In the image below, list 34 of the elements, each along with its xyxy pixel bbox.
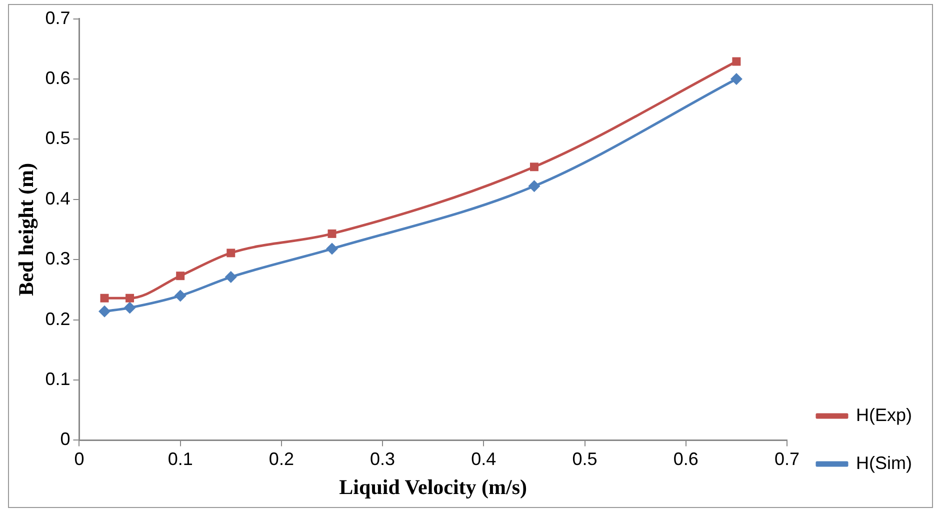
y-tick-label: 0.7	[45, 8, 70, 28]
x-tick-label: 0.6	[673, 448, 698, 469]
x-tick-label: 0.3	[370, 448, 396, 469]
x-tick-label: 0.4	[471, 448, 496, 469]
point	[328, 229, 336, 238]
y-tick-label: 0.1	[45, 368, 70, 389]
point	[528, 180, 540, 192]
x-axis-title: Liquid Velocity (m/s)	[339, 474, 528, 499]
x-tick-label: 0.5	[572, 448, 598, 469]
point	[176, 272, 185, 280]
point	[100, 294, 109, 302]
point	[224, 271, 237, 284]
point	[530, 162, 538, 172]
y-tick-label: 0	[60, 429, 70, 450]
y-tick-label: 0.4	[45, 188, 70, 208]
y-axis-title: Bed height (m)	[14, 163, 38, 296]
x-tick-label: 0.7	[774, 448, 800, 469]
point	[126, 294, 134, 302]
point	[732, 57, 741, 66]
legend-label: H(Exp)	[856, 404, 912, 425]
point	[174, 290, 186, 302]
point	[124, 302, 136, 314]
y-tick-label: 0.5	[45, 128, 70, 148]
point	[730, 73, 742, 85]
y-tick-label: 0.3	[45, 248, 70, 269]
x-tick-label: 0.2	[268, 448, 294, 469]
x-tick-label: 0	[74, 448, 84, 469]
y-tick-label: 0.2	[45, 308, 70, 329]
point	[326, 242, 338, 255]
x-tick-label: 0.1	[168, 448, 193, 469]
legend-label: H(Sim)	[856, 452, 912, 473]
y-tick-label: 0.6	[45, 68, 70, 88]
point	[226, 248, 236, 258]
point	[98, 305, 110, 318]
